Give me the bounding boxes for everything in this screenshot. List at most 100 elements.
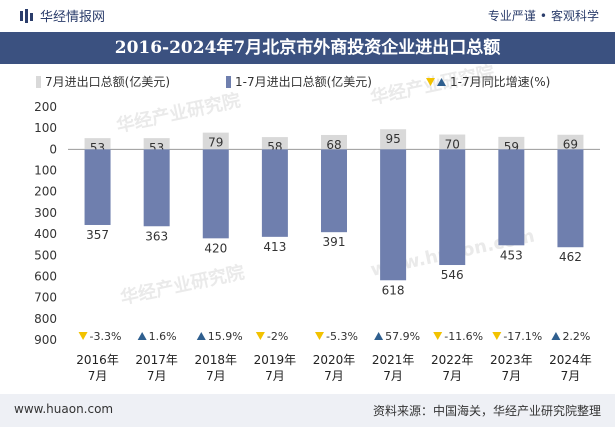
x-tick-label: 7月 [147, 369, 167, 383]
legend-swatch-2 [226, 76, 231, 88]
brand: 华经情报网 [20, 6, 105, 25]
y-tick-label: 800 [34, 312, 57, 326]
x-tick-label: 7月 [265, 369, 285, 383]
legend-label-2: 1-7月进出口总额(亿美元) [235, 74, 372, 89]
legend-swatch-1 [36, 76, 41, 88]
chart: 华经产业研究院华经产业研究院华经产业研究院www.huaon.com7月进出口总… [34, 64, 600, 383]
bar-cumulative [143, 149, 170, 227]
y-tick-label: 400 [34, 227, 57, 241]
x-tick-label: 2019年 [254, 353, 297, 367]
x-tick-label: 2022年 [431, 353, 474, 367]
growth-label: -5.3% [326, 330, 358, 343]
data-label-cumulative: 546 [441, 268, 464, 282]
data-label-cumulative: 462 [559, 250, 582, 264]
growth-label: -2% [267, 330, 288, 343]
footer-source: 资料来源：中国海关，华经产业研究院整理 [372, 404, 601, 418]
growth-down-arrow-icon [255, 332, 265, 340]
growth-label: -17.1% [503, 330, 542, 343]
bar-july [557, 134, 584, 150]
x-tick-label: 7月 [502, 369, 522, 383]
growth-label: 2.2% [562, 330, 590, 343]
y-tick-label: 700 [34, 291, 57, 305]
growth-label: -11.6% [444, 330, 483, 343]
data-label-july: 69 [563, 138, 578, 152]
data-label-cumulative: 453 [500, 248, 523, 262]
x-tick-label: 2020年 [313, 353, 356, 367]
growth-down-arrow-icon [433, 332, 443, 340]
watermark-text: 华经产业研究院 [118, 261, 246, 309]
x-tick-label: 7月 [442, 369, 462, 383]
bar-cumulative [380, 149, 407, 281]
x-tick-label: 2017年 [135, 353, 178, 367]
brand-name: 华经情报网 [40, 10, 106, 25]
bar-july [321, 134, 347, 150]
data-label-cumulative: 391 [323, 235, 346, 249]
y-tick-label: 900 [34, 333, 57, 347]
footer: www.huaon.com 资料来源：中国海关，华经产业研究院整理 [0, 394, 615, 427]
x-tick-label: 2016年 [76, 353, 119, 367]
legend-label-1: 7月进出口总额(亿美元) [45, 74, 170, 89]
watermark-text: 华经产业研究院 [114, 89, 242, 137]
growth-up-arrow-icon [137, 332, 147, 340]
brand-logo-icon [20, 8, 33, 23]
bar-cumulative [261, 149, 288, 237]
growth-label: 15.9% [208, 330, 243, 343]
bar-cumulative [202, 149, 229, 239]
bar-july [202, 132, 229, 150]
data-label-cumulative: 363 [145, 229, 168, 243]
slogan-dot-icon: • [539, 9, 547, 23]
x-tick-label: 7月 [206, 369, 226, 383]
y-tick-label: 500 [34, 248, 57, 262]
title-bar: 2016-2024年7月北京市外商投资企业进出口总额 [0, 32, 615, 64]
bar-july [439, 134, 466, 150]
growth-label: 57.9% [385, 330, 420, 343]
slogan-left: 专业严谨 [487, 9, 536, 23]
y-tick-label: 300 [34, 206, 57, 220]
legend-label-3: 1-7月同比增速(%) [450, 75, 550, 89]
bar-cumulative [84, 149, 111, 225]
bar-july [143, 138, 170, 150]
x-tick-label: 2023年 [490, 353, 533, 367]
growth-up-arrow-icon [551, 332, 561, 340]
bar-cumulative [439, 149, 466, 266]
x-tick-label: 7月 [324, 369, 344, 383]
slogan: 专业严谨 • 客观科学 [488, 7, 599, 24]
slogan-right: 客观科学 [550, 9, 599, 23]
y-tick-label: 200 [34, 185, 57, 199]
bar-cumulative [557, 149, 584, 248]
top-bar: 华经情报网 专业严谨 • 客观科学 [0, 0, 615, 30]
x-tick-label: 7月 [383, 369, 403, 383]
data-label-july: 70 [445, 138, 460, 152]
growth-down-arrow-icon [78, 332, 88, 340]
data-label-cumulative: 413 [263, 240, 286, 254]
y-tick-label: 600 [34, 269, 57, 283]
growth-label: 1.6% [149, 330, 177, 343]
y-tick-label: 200 [34, 100, 57, 114]
x-tick-label: 2018年 [195, 353, 238, 367]
x-tick-label: 2024年 [549, 353, 592, 367]
growth-label: -3.3% [90, 330, 122, 343]
bar-july [380, 129, 407, 150]
growth-up-arrow-icon [374, 332, 384, 340]
x-tick-label: 7月 [561, 369, 581, 383]
legend-up-arrow-icon [437, 78, 446, 86]
bar-july [498, 136, 525, 150]
bar-july [84, 138, 111, 150]
data-label-cumulative: 420 [204, 241, 227, 255]
data-label-july: 79 [208, 136, 223, 150]
bar-cumulative [321, 149, 347, 233]
footer-site: www.huaon.com [14, 402, 114, 416]
growth-down-arrow-icon [492, 332, 502, 340]
y-tick-label: 0 [49, 142, 57, 156]
legend-down-arrow-icon [426, 78, 435, 86]
y-tick-label: 100 [34, 121, 57, 135]
data-label-july: 68 [326, 138, 341, 152]
data-label-july: 95 [385, 132, 400, 146]
x-tick-label: 2021年 [372, 353, 415, 367]
growth-down-arrow-icon [315, 332, 324, 340]
bar-cumulative [498, 149, 525, 246]
bar-july [261, 137, 288, 150]
growth-up-arrow-icon [196, 332, 206, 340]
x-tick-label: 7月 [88, 369, 108, 383]
data-label-cumulative: 357 [86, 228, 109, 242]
